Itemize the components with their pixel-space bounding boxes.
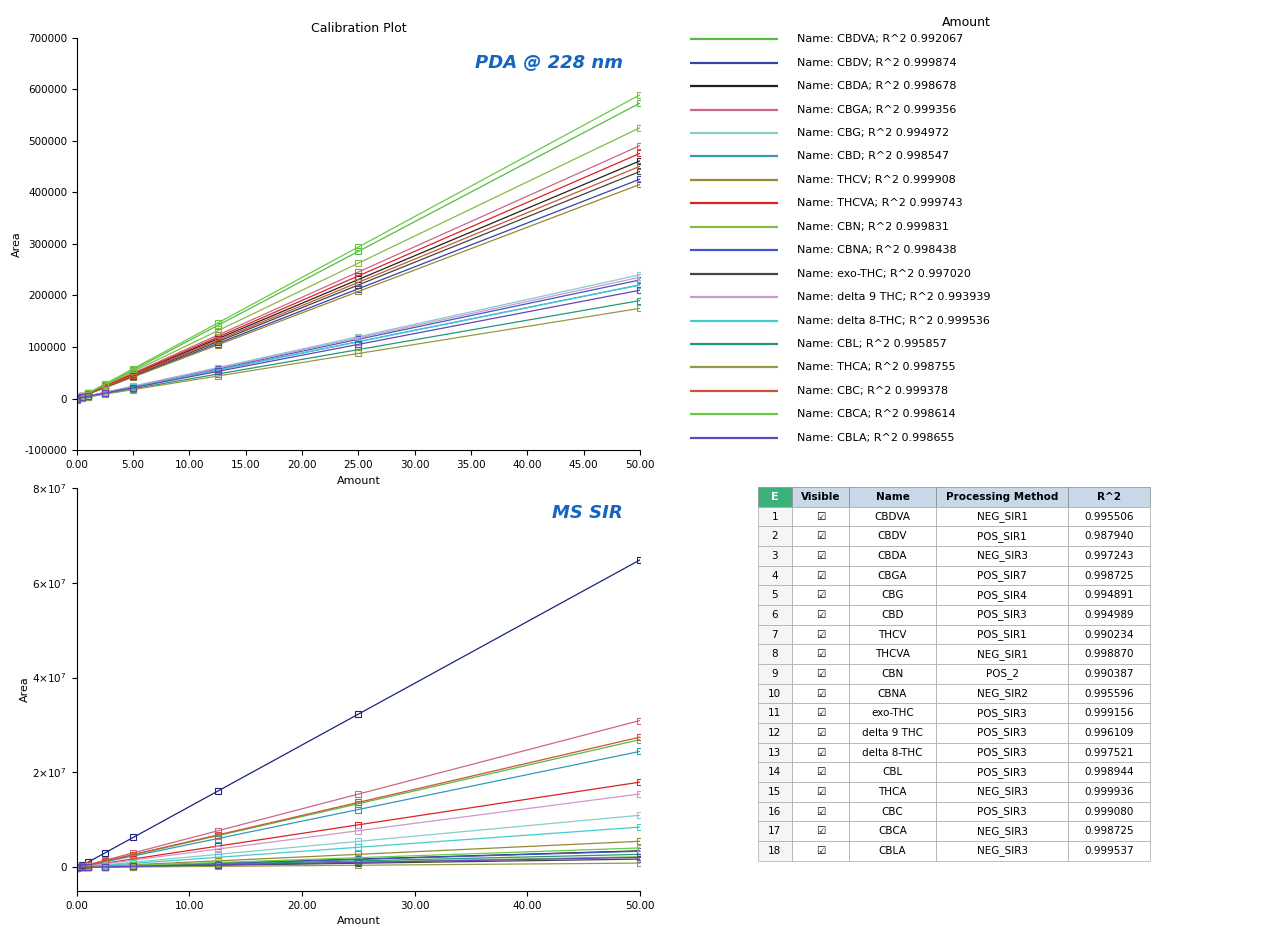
Text: MS SIR: MS SIR (553, 504, 623, 522)
Y-axis label: Area: Area (19, 676, 29, 703)
Text: Name: CBL; R^2 0.995857: Name: CBL; R^2 0.995857 (796, 339, 946, 349)
Text: Name: exo-THC; R^2 0.997020: Name: exo-THC; R^2 0.997020 (796, 268, 970, 279)
Text: Name: THCA; R^2 0.998755: Name: THCA; R^2 0.998755 (796, 362, 955, 372)
Text: Name: delta 9 THC; R^2 0.993939: Name: delta 9 THC; R^2 0.993939 (796, 292, 991, 302)
Text: Name: CBDVA; R^2 0.992067: Name: CBDVA; R^2 0.992067 (796, 35, 963, 44)
Y-axis label: Area: Area (12, 231, 22, 257)
Text: Name: CBC; R^2 0.999378: Name: CBC; R^2 0.999378 (796, 386, 948, 396)
X-axis label: Amount: Amount (337, 476, 380, 486)
Text: Name: CBLA; R^2 0.998655: Name: CBLA; R^2 0.998655 (796, 432, 955, 443)
Text: Name: CBN; R^2 0.999831: Name: CBN; R^2 0.999831 (796, 221, 948, 232)
Text: Name: CBDA; R^2 0.998678: Name: CBDA; R^2 0.998678 (796, 81, 956, 91)
X-axis label: Amount: Amount (337, 916, 380, 927)
Title: Calibration Plot: Calibration Plot (311, 22, 406, 35)
Text: Name: CBGA; R^2 0.999356: Name: CBGA; R^2 0.999356 (796, 104, 956, 114)
Text: Amount: Amount (942, 16, 991, 29)
Text: Name: THCVA; R^2 0.999743: Name: THCVA; R^2 0.999743 (796, 198, 963, 208)
Text: Name: delta 8-THC; R^2 0.999536: Name: delta 8-THC; R^2 0.999536 (796, 315, 989, 325)
Text: Name: CBNA; R^2 0.998438: Name: CBNA; R^2 0.998438 (796, 245, 956, 255)
Text: Name: THCV; R^2 0.999908: Name: THCV; R^2 0.999908 (796, 174, 956, 185)
Text: Name: CBDV; R^2 0.999874: Name: CBDV; R^2 0.999874 (796, 58, 956, 68)
Text: Name: CBG; R^2 0.994972: Name: CBG; R^2 0.994972 (796, 128, 948, 138)
Text: Name: CBD; R^2 0.998547: Name: CBD; R^2 0.998547 (796, 151, 948, 161)
Text: PDA @ 228 nm: PDA @ 228 nm (475, 54, 623, 72)
Text: Name: CBCA; R^2 0.998614: Name: CBCA; R^2 0.998614 (796, 409, 955, 419)
